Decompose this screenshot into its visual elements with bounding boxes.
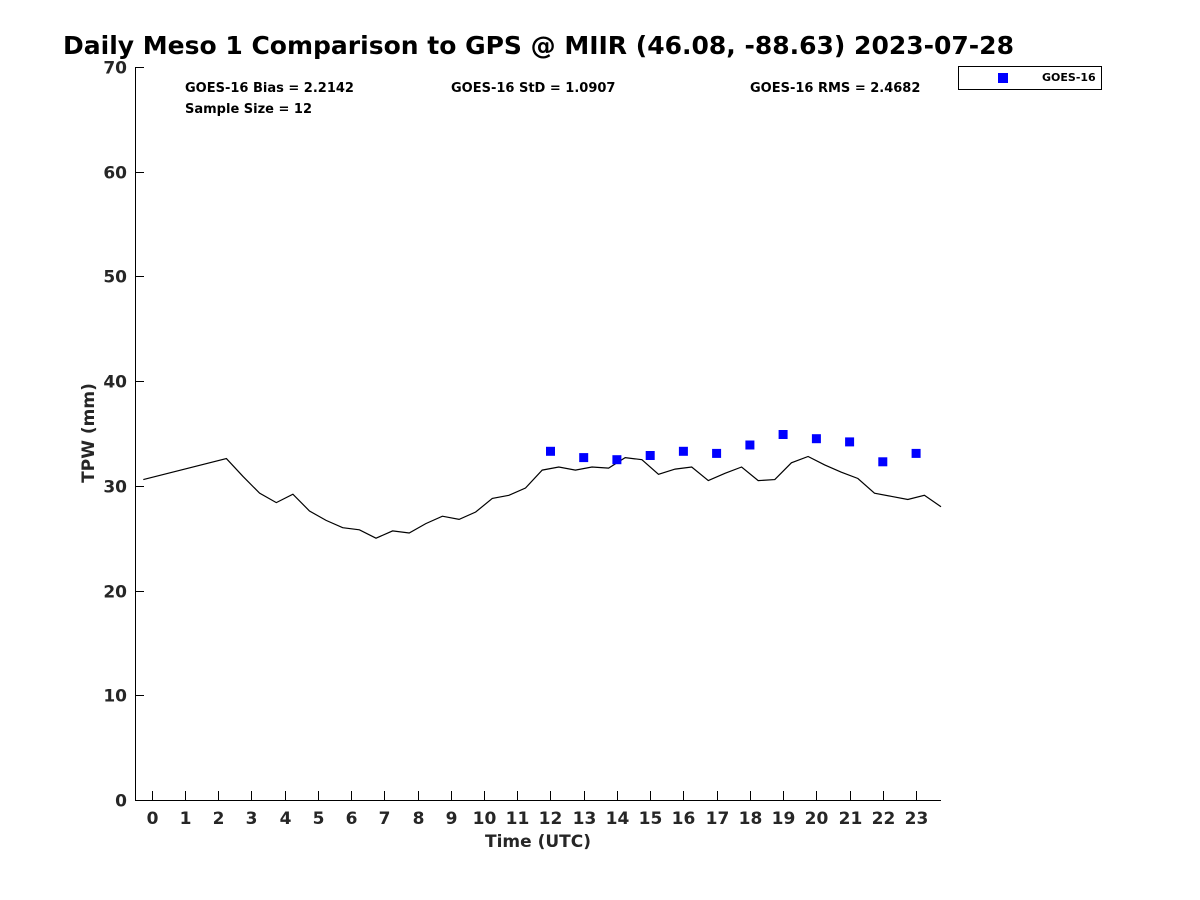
y-tick-label: 60: [103, 164, 127, 184]
x-tick-label: 8: [413, 809, 425, 829]
x-tick-label: 22: [872, 809, 896, 829]
x-tick-label: 16: [672, 809, 696, 829]
x-tick-label: 0: [147, 809, 159, 829]
y-tick-label: 40: [103, 373, 127, 393]
x-tick-label: 3: [246, 809, 258, 829]
legend-box: [958, 66, 1102, 90]
x-tick-label: 20: [805, 809, 829, 829]
goes16-point: [612, 455, 622, 465]
x-tick-label: 13: [573, 809, 597, 829]
goes16-point: [878, 457, 888, 467]
x-tick-label: 5: [313, 809, 325, 829]
goes16-point: [579, 453, 589, 463]
y-tick-label: 30: [103, 478, 127, 498]
x-tick-label: 12: [539, 809, 563, 829]
legend-marker-goes16: [998, 73, 1008, 83]
y-tick-label: 20: [103, 583, 127, 603]
x-tick-label: 23: [905, 809, 929, 829]
legend-label-goes16: GOES-16: [1042, 71, 1096, 84]
x-tick-label: 1: [180, 809, 192, 829]
goes16-point: [546, 446, 555, 456]
bias-stat: GOES-16 Bias = 2.2142: [185, 81, 354, 96]
y-tick-label: 50: [103, 268, 127, 288]
y-axis-label: TPW (mm): [79, 383, 99, 483]
legend: GOES-16: [958, 66, 1102, 90]
goes16-point: [645, 451, 655, 460]
std-stat: GOES-16 StD = 1.0907: [451, 81, 615, 96]
goes16-point: [911, 448, 921, 458]
axes: [135, 67, 941, 801]
goes16-point: [845, 437, 855, 447]
x-tick-label: 7: [379, 809, 391, 829]
x-tick-label: 9: [446, 809, 458, 829]
goes16-point: [678, 446, 688, 456]
x-tick-label: 21: [839, 809, 863, 829]
sample-size-stat: Sample Size = 12: [185, 102, 312, 117]
y-tick-label: 10: [103, 687, 127, 707]
x-axis-label: Time (UTC): [485, 832, 591, 852]
x-tick-label: 17: [706, 809, 730, 829]
x-tick-label: 2: [213, 809, 225, 829]
series-layer: [143, 430, 942, 539]
gps-tpw-line: [143, 455, 942, 539]
x-tick-label: 10: [473, 809, 497, 829]
goes16-point: [778, 430, 788, 439]
goes16-point: [745, 440, 755, 450]
y-tick-label: 0: [115, 792, 127, 812]
chart-title: Daily Meso 1 Comparison to GPS @ MIIR (4…: [63, 31, 1014, 60]
x-tick-label: 4: [280, 809, 292, 829]
x-tick-label: 19: [772, 809, 796, 829]
y-tick-label: 70: [103, 59, 127, 79]
x-tick-label: 15: [639, 809, 663, 829]
rms-stat: GOES-16 RMS = 2.4682: [750, 81, 920, 96]
goes16-point: [811, 434, 821, 444]
x-tick-label: 14: [606, 809, 630, 829]
ticks: 0 1 2 3 4 5 6 7 8 9 10 11 12 13 14 15 16 17 18 19 20 21 22 2301…: [103, 59, 928, 830]
x-tick-label: 18: [739, 809, 763, 829]
x-tick-label: 6: [346, 809, 358, 829]
x-tick-label: 11: [506, 809, 530, 829]
goes16-point: [712, 448, 722, 458]
